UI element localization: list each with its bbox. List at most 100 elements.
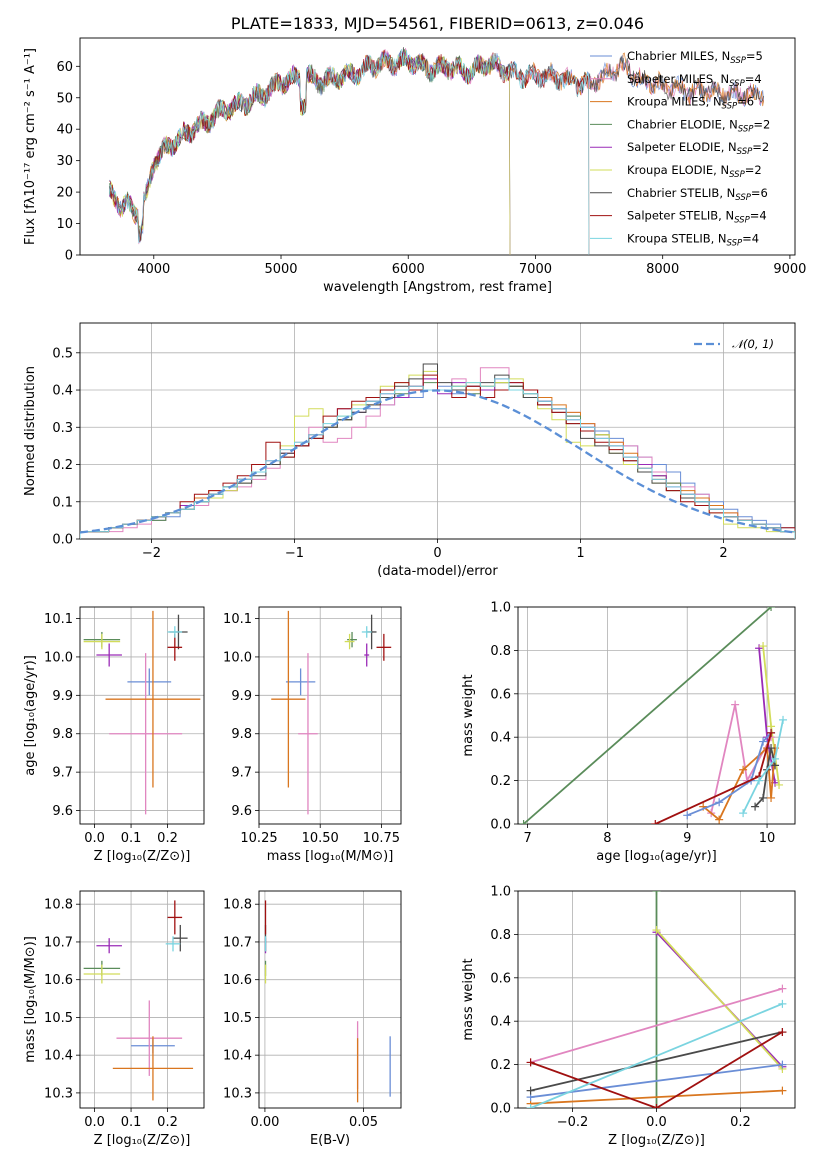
y-tick-label-1: 0.1 <box>52 495 73 510</box>
data-point-5 <box>344 633 355 650</box>
y-tick-label-1: 0.2 <box>490 1058 511 1073</box>
weight-marker-7-0 <box>651 820 660 824</box>
y-tick-label-6: 60 <box>56 60 73 75</box>
weight-marker-3-1 <box>731 700 740 709</box>
frame-age_vs_Z <box>79 606 205 825</box>
y-axis-label: age [log₁₀(age/yr)] <box>23 655 38 776</box>
y-tick-label-4: 0.8 <box>490 928 511 943</box>
weight-marker-8-0 <box>526 1104 535 1108</box>
legend-normal-label: 𝒩(0, 1) <box>732 337 774 351</box>
y-tick-label-0: 10.3 <box>223 1086 252 1101</box>
data-point-2 <box>105 610 201 788</box>
x-tick-label-1: −1 <box>285 546 304 561</box>
data-point-1 <box>109 653 183 815</box>
data-point-7 <box>167 900 183 935</box>
y-tick-label-5: 10.1 <box>44 612 73 627</box>
x-tick-label-0: −2 <box>142 546 161 561</box>
data-point-4 <box>364 643 370 667</box>
data-point-5 <box>83 964 121 984</box>
frame-residuals <box>79 322 796 540</box>
frame-mass_vs_Z <box>79 890 205 1109</box>
x-tick-label-3: 10 <box>759 831 776 846</box>
data-point-0 <box>285 668 316 696</box>
spectrum-series-7 <box>109 49 590 255</box>
x-axis-label: E(B-V) <box>310 1133 350 1148</box>
weight-marker-6-3 <box>767 744 776 753</box>
legend-label-4: Salpeter ELODIE, NSSP=2 <box>627 140 769 157</box>
y-tick-label-4: 10.0 <box>44 650 73 665</box>
y-tick-label-2: 20 <box>56 186 73 201</box>
y-tick-label-2: 0.2 <box>52 458 73 473</box>
x-axis-label: Z [log₁₀(Z/Z⊙)] <box>94 1133 191 1148</box>
weight-line-7 <box>654 732 772 824</box>
histogram-7 <box>80 374 795 539</box>
data-point-1 <box>116 1000 183 1076</box>
weight-line-0 <box>523 607 772 824</box>
data-point-8 <box>361 626 372 638</box>
weight-marker-0-0 <box>519 820 528 824</box>
weight-line-7 <box>530 1031 783 1108</box>
data-point-1 <box>298 653 318 815</box>
data-point-5 <box>83 633 121 650</box>
y-tick-label-3: 0.6 <box>490 971 511 986</box>
plot-age_vs_Z <box>83 610 201 815</box>
weight-marker-8-2 <box>771 754 780 763</box>
y-tick-label-4: 10.0 <box>223 650 252 665</box>
x-axis-label: Z [log₁₀(Z/Z⊙)] <box>94 849 191 864</box>
x-tick-label-1: 0.0 <box>646 1115 667 1130</box>
legend: Chabrier MILES, NSSP=5 Salpeter MILES, NS… <box>590 49 770 248</box>
y-tick-label-4: 40 <box>56 123 73 138</box>
normal-curve <box>80 389 795 534</box>
y-tick-label-2: 9.8 <box>231 727 252 742</box>
y-tick-label-3: 10.6 <box>223 973 252 988</box>
weight-line-4 <box>530 1089 783 1105</box>
weight-line-3 <box>530 987 783 1064</box>
plot-weight_vs_Z <box>526 891 787 1108</box>
x-tick-label-2: 0 <box>433 546 441 561</box>
weight-marker-8-3 <box>779 715 788 724</box>
weight-marker-2-0 <box>759 642 768 651</box>
weight-marker-7-0 <box>526 1058 535 1067</box>
weight-line-2 <box>655 929 784 1070</box>
data-point-3 <box>347 631 357 648</box>
weight-marker-8-1 <box>755 776 764 785</box>
y-tick-label-3: 0.3 <box>52 421 73 436</box>
data-point-8 <box>165 936 181 952</box>
x-axis-label: age [log₁₀(age/yr)] <box>596 849 717 864</box>
y-tick-label-1: 0.2 <box>490 774 511 789</box>
x-tick-label-1: 8 <box>603 831 611 846</box>
x-tick-label-0: 10.25 <box>240 831 277 846</box>
y-tick-label-5: 0.5 <box>52 346 73 361</box>
weight-marker-7-2 <box>767 728 776 737</box>
weight-marker-6-0 <box>526 1086 535 1095</box>
weight-line-3 <box>710 704 772 814</box>
data-point-7 <box>167 633 183 661</box>
x-tick-label-3: 7000 <box>519 262 552 277</box>
weight-marker-5-0 <box>683 811 692 820</box>
y-tick-label-1: 10 <box>56 217 73 232</box>
weight-marker-5-1 <box>715 798 724 807</box>
weight-line-5 <box>530 1063 783 1099</box>
y-tick-label-3: 0.6 <box>490 687 511 702</box>
weight-marker-0-1 <box>767 607 776 611</box>
data-point-2 <box>271 610 306 788</box>
data-point-4 <box>96 938 122 954</box>
y-tick-label-1: 10.4 <box>44 1049 73 1064</box>
data-point-2 <box>112 1036 194 1101</box>
x-tick-label-4: 8000 <box>646 262 679 277</box>
y-tick-label-0: 9.6 <box>231 804 252 819</box>
y-tick-label-0: 0.0 <box>490 818 511 833</box>
weight-line-8 <box>742 719 784 814</box>
plot-age_vs_mass <box>271 610 392 815</box>
x-tick-label-2: 0.2 <box>730 1115 751 1130</box>
weight-marker-2-0 <box>652 926 661 935</box>
legend-label-5: Kroupa ELODIE, NSSP=2 <box>627 163 762 180</box>
x-tick-label-1: 5000 <box>264 262 297 277</box>
x-tick-label-0: 7 <box>523 831 531 846</box>
weight-marker-7-2 <box>778 1028 787 1037</box>
weight-line-6 <box>530 1031 783 1092</box>
y-tick-label-1: 9.7 <box>231 766 252 781</box>
x-tick-label-5: 9000 <box>773 262 806 277</box>
weight-marker-6-1 <box>759 793 768 802</box>
y-tick-label-0: 9.6 <box>52 804 73 819</box>
